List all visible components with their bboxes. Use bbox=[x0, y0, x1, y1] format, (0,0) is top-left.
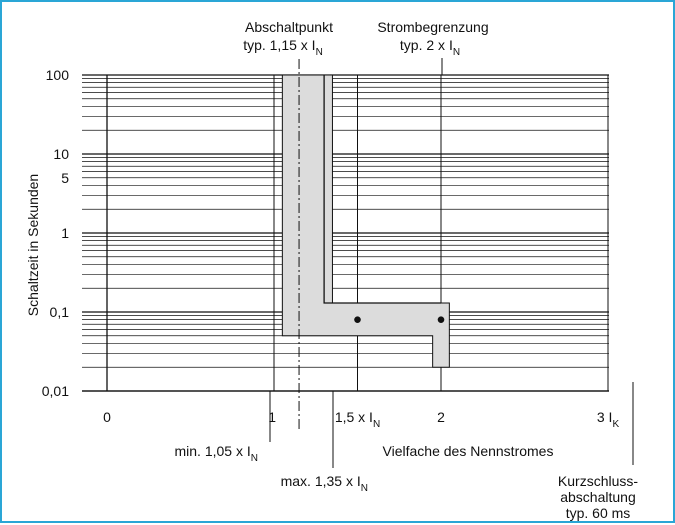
x-tick-label: 0 bbox=[103, 409, 111, 425]
trip-curve bbox=[323, 75, 441, 304]
x-tick-label-sub: K bbox=[612, 419, 619, 430]
x-tick-label-main: 3 I bbox=[597, 409, 613, 425]
band-layer bbox=[281, 59, 450, 431]
axes-layer bbox=[82, 58, 634, 468]
x-tick-label: 1 bbox=[268, 409, 276, 425]
y-tick-label: 0,1 bbox=[50, 304, 70, 320]
annotation-abschaltpunkt-value: typ. 1,15 x IN bbox=[243, 37, 323, 58]
x-tick-label: 1,5 x IN bbox=[335, 409, 380, 430]
y-tick-label: 1 bbox=[61, 225, 69, 241]
y-axis-label: Schaltzeit in Sekunden bbox=[25, 174, 41, 316]
annotation-kurzschluss-line1: Kurzschluss- bbox=[558, 473, 638, 489]
x-tick-label: 3 IK bbox=[597, 409, 620, 430]
x-tick-label: 2 bbox=[437, 409, 445, 425]
data-point bbox=[354, 316, 361, 323]
y-tick-label: 10 bbox=[53, 146, 69, 162]
annotation-abschaltpunkt-title: Abschaltpunkt bbox=[245, 19, 333, 35]
labels-layer: 100 10 5 1 0,1 0,01 0 1 1,5 x IN 2 3 IK bbox=[42, 67, 620, 430]
annotation-kurzschluss-line2: abschaltung bbox=[560, 489, 636, 505]
x-tick-label-main: 2 bbox=[437, 409, 445, 425]
annotation-min: min. 1,05 x IN bbox=[175, 443, 259, 464]
annotation-max: max. 1,35 x IN bbox=[281, 473, 368, 494]
y-tick-label: 0,01 bbox=[42, 383, 69, 399]
data-point bbox=[437, 316, 445, 323]
annotation-strombegrenzung-value: typ. 2 x IN bbox=[400, 37, 460, 58]
y-tick-label: 100 bbox=[46, 67, 70, 83]
x-axis-label: Vielfache des Nennstromes bbox=[383, 443, 554, 459]
x-tick-label-main: 1,5 x I bbox=[335, 409, 373, 425]
annotation-strombegrenzung-title: Strombegrenzung bbox=[377, 19, 488, 35]
y-tick-label: 5 bbox=[61, 170, 69, 186]
x-tick-label-sub: N bbox=[373, 419, 380, 430]
x-tick-label-main: 0 bbox=[103, 409, 111, 425]
grid bbox=[82, 74, 609, 392]
x-tick-label-main: 1 bbox=[268, 409, 276, 425]
tolerance-band bbox=[281, 74, 450, 368]
annotation-kurzschluss-line3: typ. 60 ms bbox=[566, 505, 631, 521]
